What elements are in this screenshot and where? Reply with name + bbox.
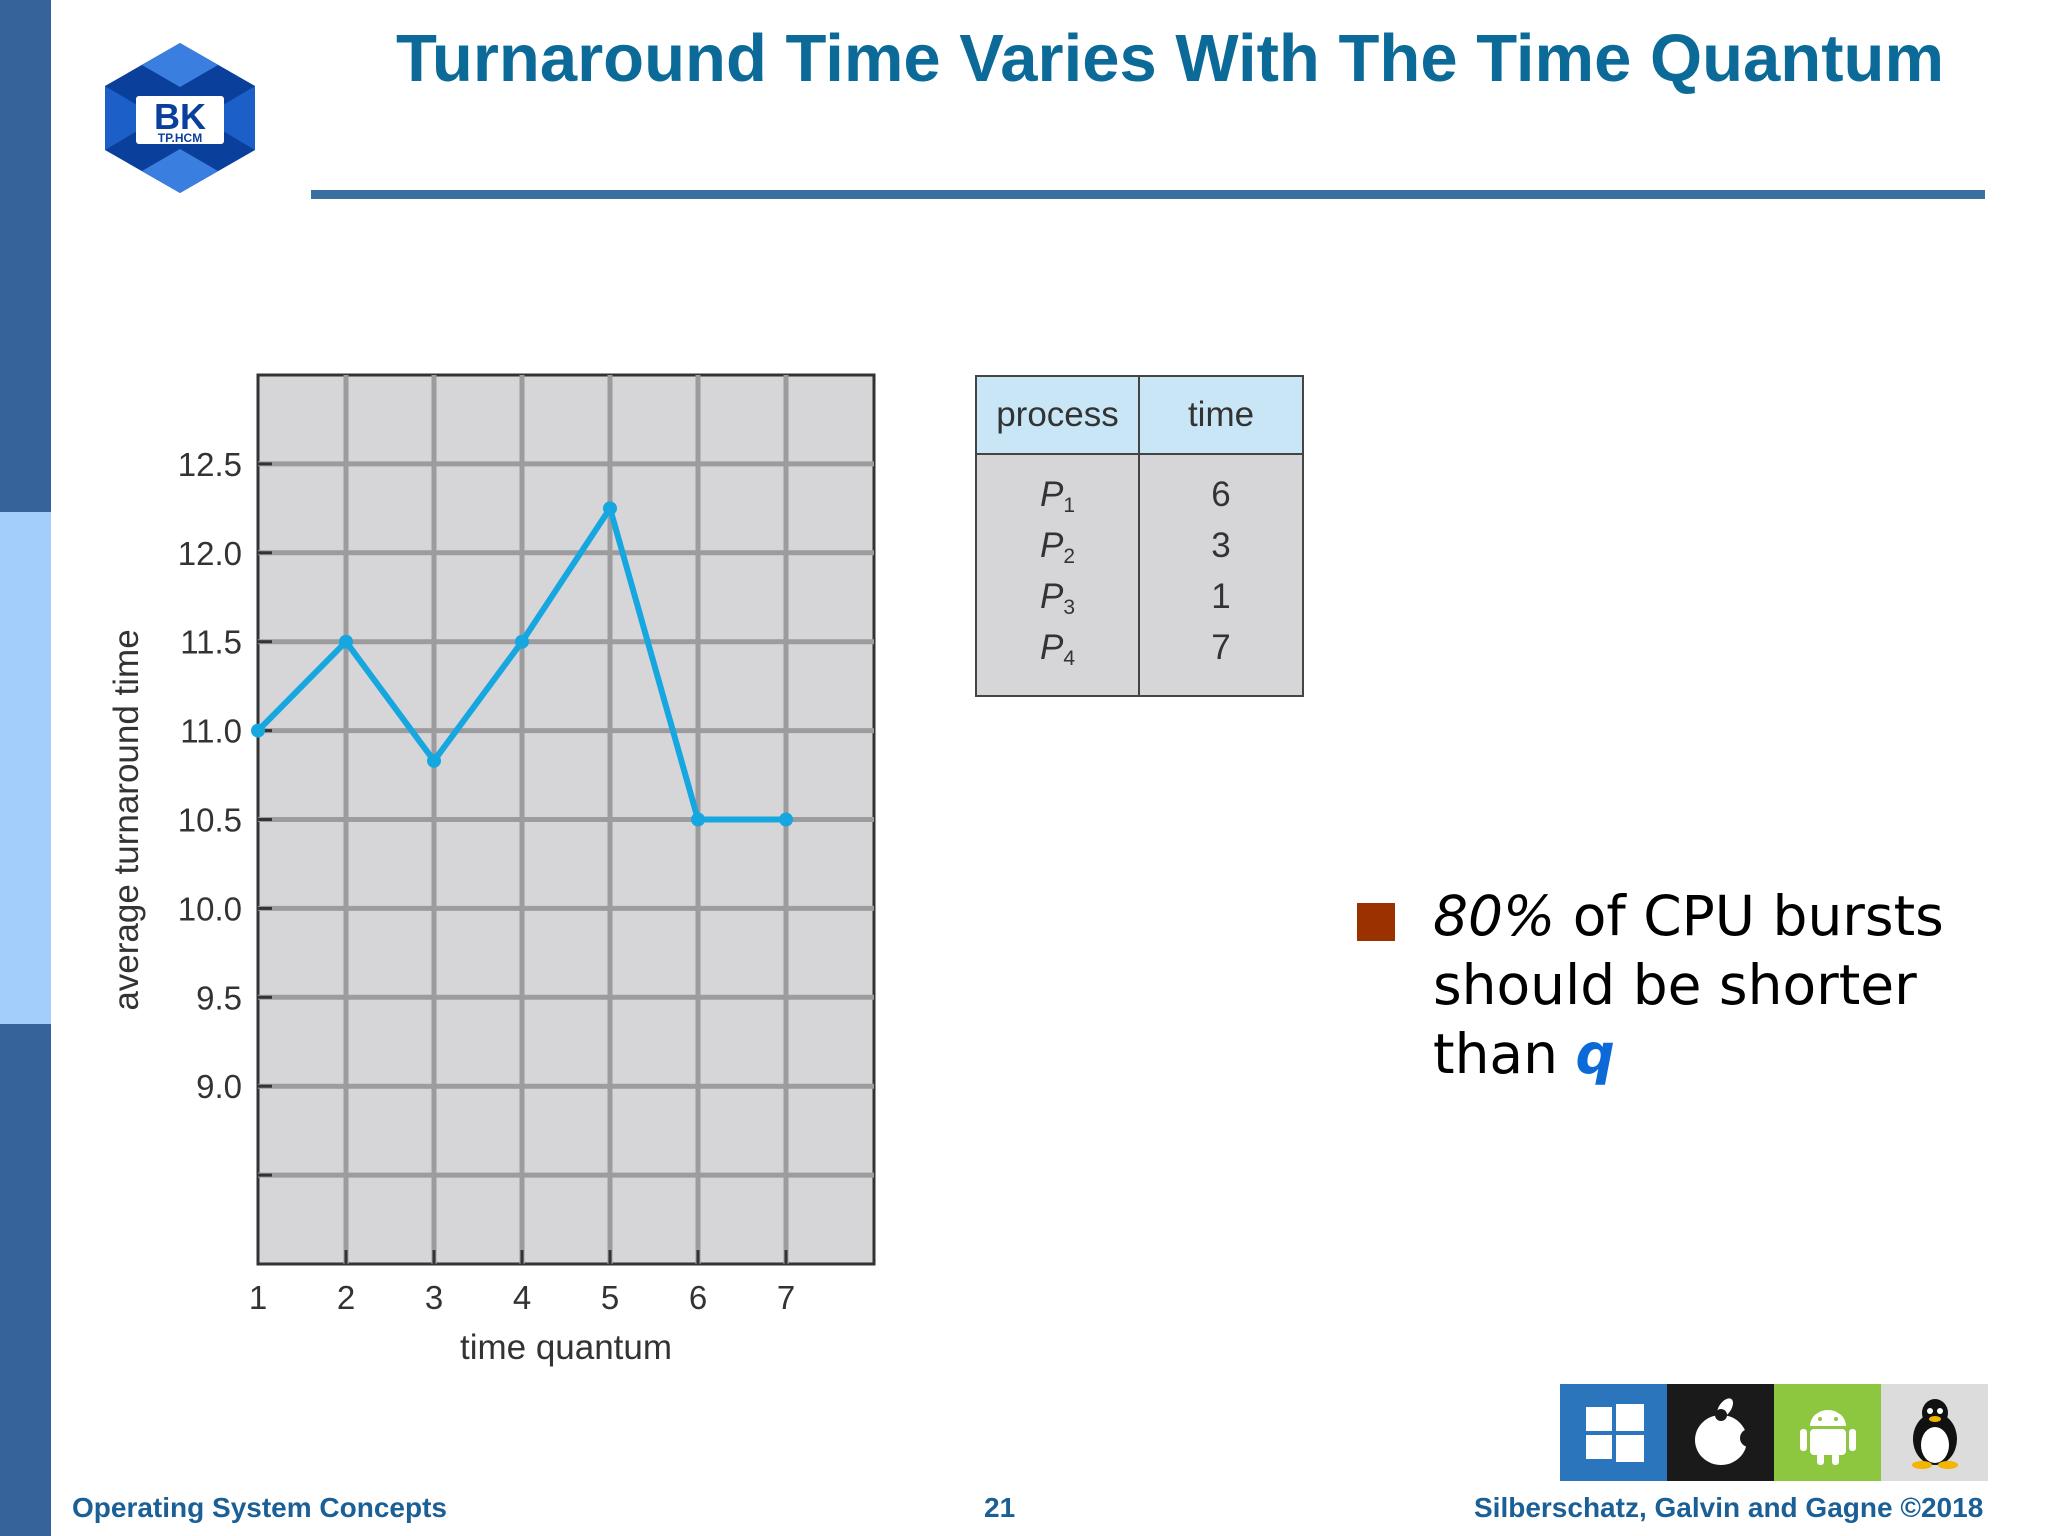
- windows-icon: [1560, 1384, 1667, 1481]
- time-cell: 7: [1138, 622, 1304, 697]
- series-points: [251, 501, 793, 827]
- y-tick-label: 9.5: [196, 979, 242, 1016]
- footer-copyright: Silberschatz, Galvin and Gagne ©2018: [1474, 1492, 1984, 1523]
- bullet-q: q: [1575, 1022, 1615, 1086]
- data-point: [251, 723, 265, 738]
- footer-course: Operating System Concepts: [72, 1492, 447, 1523]
- x-tick-label: 4: [513, 1279, 531, 1316]
- android-icon: [1774, 1384, 1881, 1481]
- slide-title: Turnaround Time Varies With The Time Qua…: [395, 21, 1945, 96]
- y-tick-label: 10.0: [178, 890, 242, 927]
- y-tick-label: 10.5: [178, 802, 242, 839]
- time-value: 3: [1211, 526, 1231, 565]
- data-point: [779, 812, 793, 827]
- process-cell: P3: [975, 571, 1140, 622]
- y-tick-label: 9.0: [196, 1068, 242, 1105]
- x-tick-label: 5: [601, 1279, 619, 1316]
- time-cell: 3: [1138, 520, 1304, 571]
- bullet-percent: 80%: [1433, 884, 1556, 948]
- y-tick-label: 12.5: [178, 446, 242, 483]
- data-point: [515, 634, 529, 649]
- time-value: 7: [1211, 628, 1231, 667]
- logo-text: BK: [154, 96, 206, 137]
- process-subscript: 2: [1063, 545, 1076, 568]
- process-subscript: 3: [1063, 596, 1076, 619]
- data-point: [603, 501, 617, 516]
- y-tick-label: 11.5: [180, 624, 242, 661]
- footer-page-number: 21: [984, 1492, 1016, 1523]
- data-point: [691, 812, 705, 827]
- bullet-body: of CPU bursts should be shorter than: [1433, 884, 1944, 1086]
- process-name: P: [1039, 475, 1064, 514]
- process-name: P: [1039, 628, 1064, 667]
- process-subscript: 1: [1063, 494, 1076, 517]
- data-point: [427, 753, 441, 768]
- turnaround-line-chart: 12.5 12.0 11.5 11.0 10.5 10.0 9.5 9.0 1 2 3 4 5 6 7 t…: [107, 373, 876, 1367]
- process-cell: P1: [975, 454, 1140, 520]
- header-time: time: [1138, 375, 1304, 455]
- y-tick-labels: 12.5 12.0 11.5 11.0 10.5 10.0 9.5 9.0: [178, 446, 242, 1105]
- os-logo-strip: [1560, 1384, 1988, 1481]
- time-cell: 6: [1138, 454, 1304, 520]
- logo-subtext: TP.HCM: [158, 131, 202, 145]
- x-axis-label: time quantum: [460, 1328, 672, 1367]
- x-tick-label: 2: [337, 1279, 355, 1316]
- process-name: P: [1039, 577, 1064, 616]
- process-name: P: [1039, 526, 1064, 565]
- y-tick-label: 11.0: [180, 713, 242, 750]
- x-tick-label: 6: [689, 1279, 707, 1316]
- data-point: [339, 634, 353, 649]
- bullet-square-icon: [1357, 903, 1395, 941]
- process-time-table: process time P1 6 P2 3 P3 1 P4 7: [975, 375, 1304, 697]
- time-value: 1: [1211, 577, 1231, 616]
- process-cell: P2: [975, 520, 1140, 571]
- x-tick-labels: 1 2 3 4 5 6 7: [249, 1279, 795, 1316]
- linux-tux-icon: [1881, 1384, 1988, 1481]
- process-subscript: 4: [1063, 647, 1076, 670]
- bullet-text: 80% of CPU bursts should be shorter than…: [1433, 882, 1993, 1089]
- y-tick-label: 12.0: [178, 535, 242, 572]
- bk-logo: BK TP.HCM: [105, 43, 255, 193]
- title-underline: [311, 190, 1985, 199]
- process-cell: P4: [975, 622, 1140, 697]
- time-cell: 1: [1138, 571, 1304, 622]
- y-axis-label: average turnaround time: [107, 629, 146, 1010]
- x-tick-label: 3: [425, 1279, 443, 1316]
- left-sidebar-accent: [0, 512, 51, 1024]
- apple-icon: [1667, 1384, 1774, 1481]
- header-process: process: [975, 375, 1140, 455]
- x-tick-label: 7: [777, 1279, 795, 1316]
- x-tick-label: 1: [249, 1279, 267, 1316]
- time-value: 6: [1211, 475, 1231, 514]
